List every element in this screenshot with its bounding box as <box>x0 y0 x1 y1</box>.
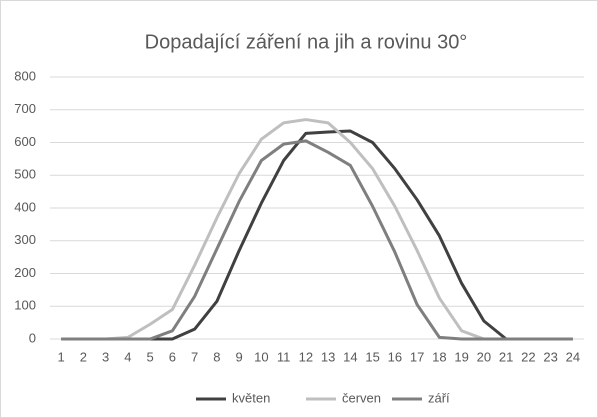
y-tick-label: 200 <box>14 265 36 280</box>
y-tick-label: 800 <box>14 68 36 83</box>
legend-label: květen <box>232 390 270 405</box>
x-tick-label: 3 <box>102 349 109 364</box>
legend-label: červen <box>342 390 381 405</box>
y-tick-label: 400 <box>14 199 36 214</box>
x-tick-label: 6 <box>169 349 176 364</box>
x-tick-label: 13 <box>321 349 335 364</box>
x-tick-label: 16 <box>388 349 402 364</box>
x-tick-label: 12 <box>299 349 313 364</box>
x-tick-label: 23 <box>543 349 557 364</box>
y-tick-label: 100 <box>14 298 36 313</box>
x-tick-label: 24 <box>566 349 580 364</box>
x-tick-label: 9 <box>236 349 243 364</box>
y-tick-label: 600 <box>14 134 36 149</box>
x-tick-label: 8 <box>213 349 220 364</box>
x-tick-label: 7 <box>191 349 198 364</box>
legend-label: září <box>428 390 450 405</box>
x-tick-label: 4 <box>124 349 131 364</box>
x-tick-label: 18 <box>432 349 446 364</box>
series-line <box>61 139 573 341</box>
y-tick-label: 0 <box>29 330 36 345</box>
x-tick-label: 17 <box>410 349 424 364</box>
x-tick-label: 21 <box>499 349 513 364</box>
x-tick-label: 10 <box>254 349 268 364</box>
x-tick-label: 1 <box>58 349 65 364</box>
chart-title: Dopadající záření na jih a rovinu 30° <box>145 31 468 53</box>
x-tick-label: 19 <box>454 349 468 364</box>
x-tick-label: 15 <box>365 349 379 364</box>
x-tick-label: 14 <box>343 349 357 364</box>
x-tick-label: 20 <box>477 349 491 364</box>
x-tick-label: 22 <box>521 349 535 364</box>
x-tick-label: 2 <box>80 349 87 364</box>
y-tick-label: 500 <box>14 167 36 182</box>
x-tick-label: 11 <box>277 349 291 364</box>
x-tick-label: 5 <box>147 349 154 364</box>
y-tick-label: 700 <box>14 101 36 116</box>
y-tick-label: 300 <box>14 232 36 247</box>
